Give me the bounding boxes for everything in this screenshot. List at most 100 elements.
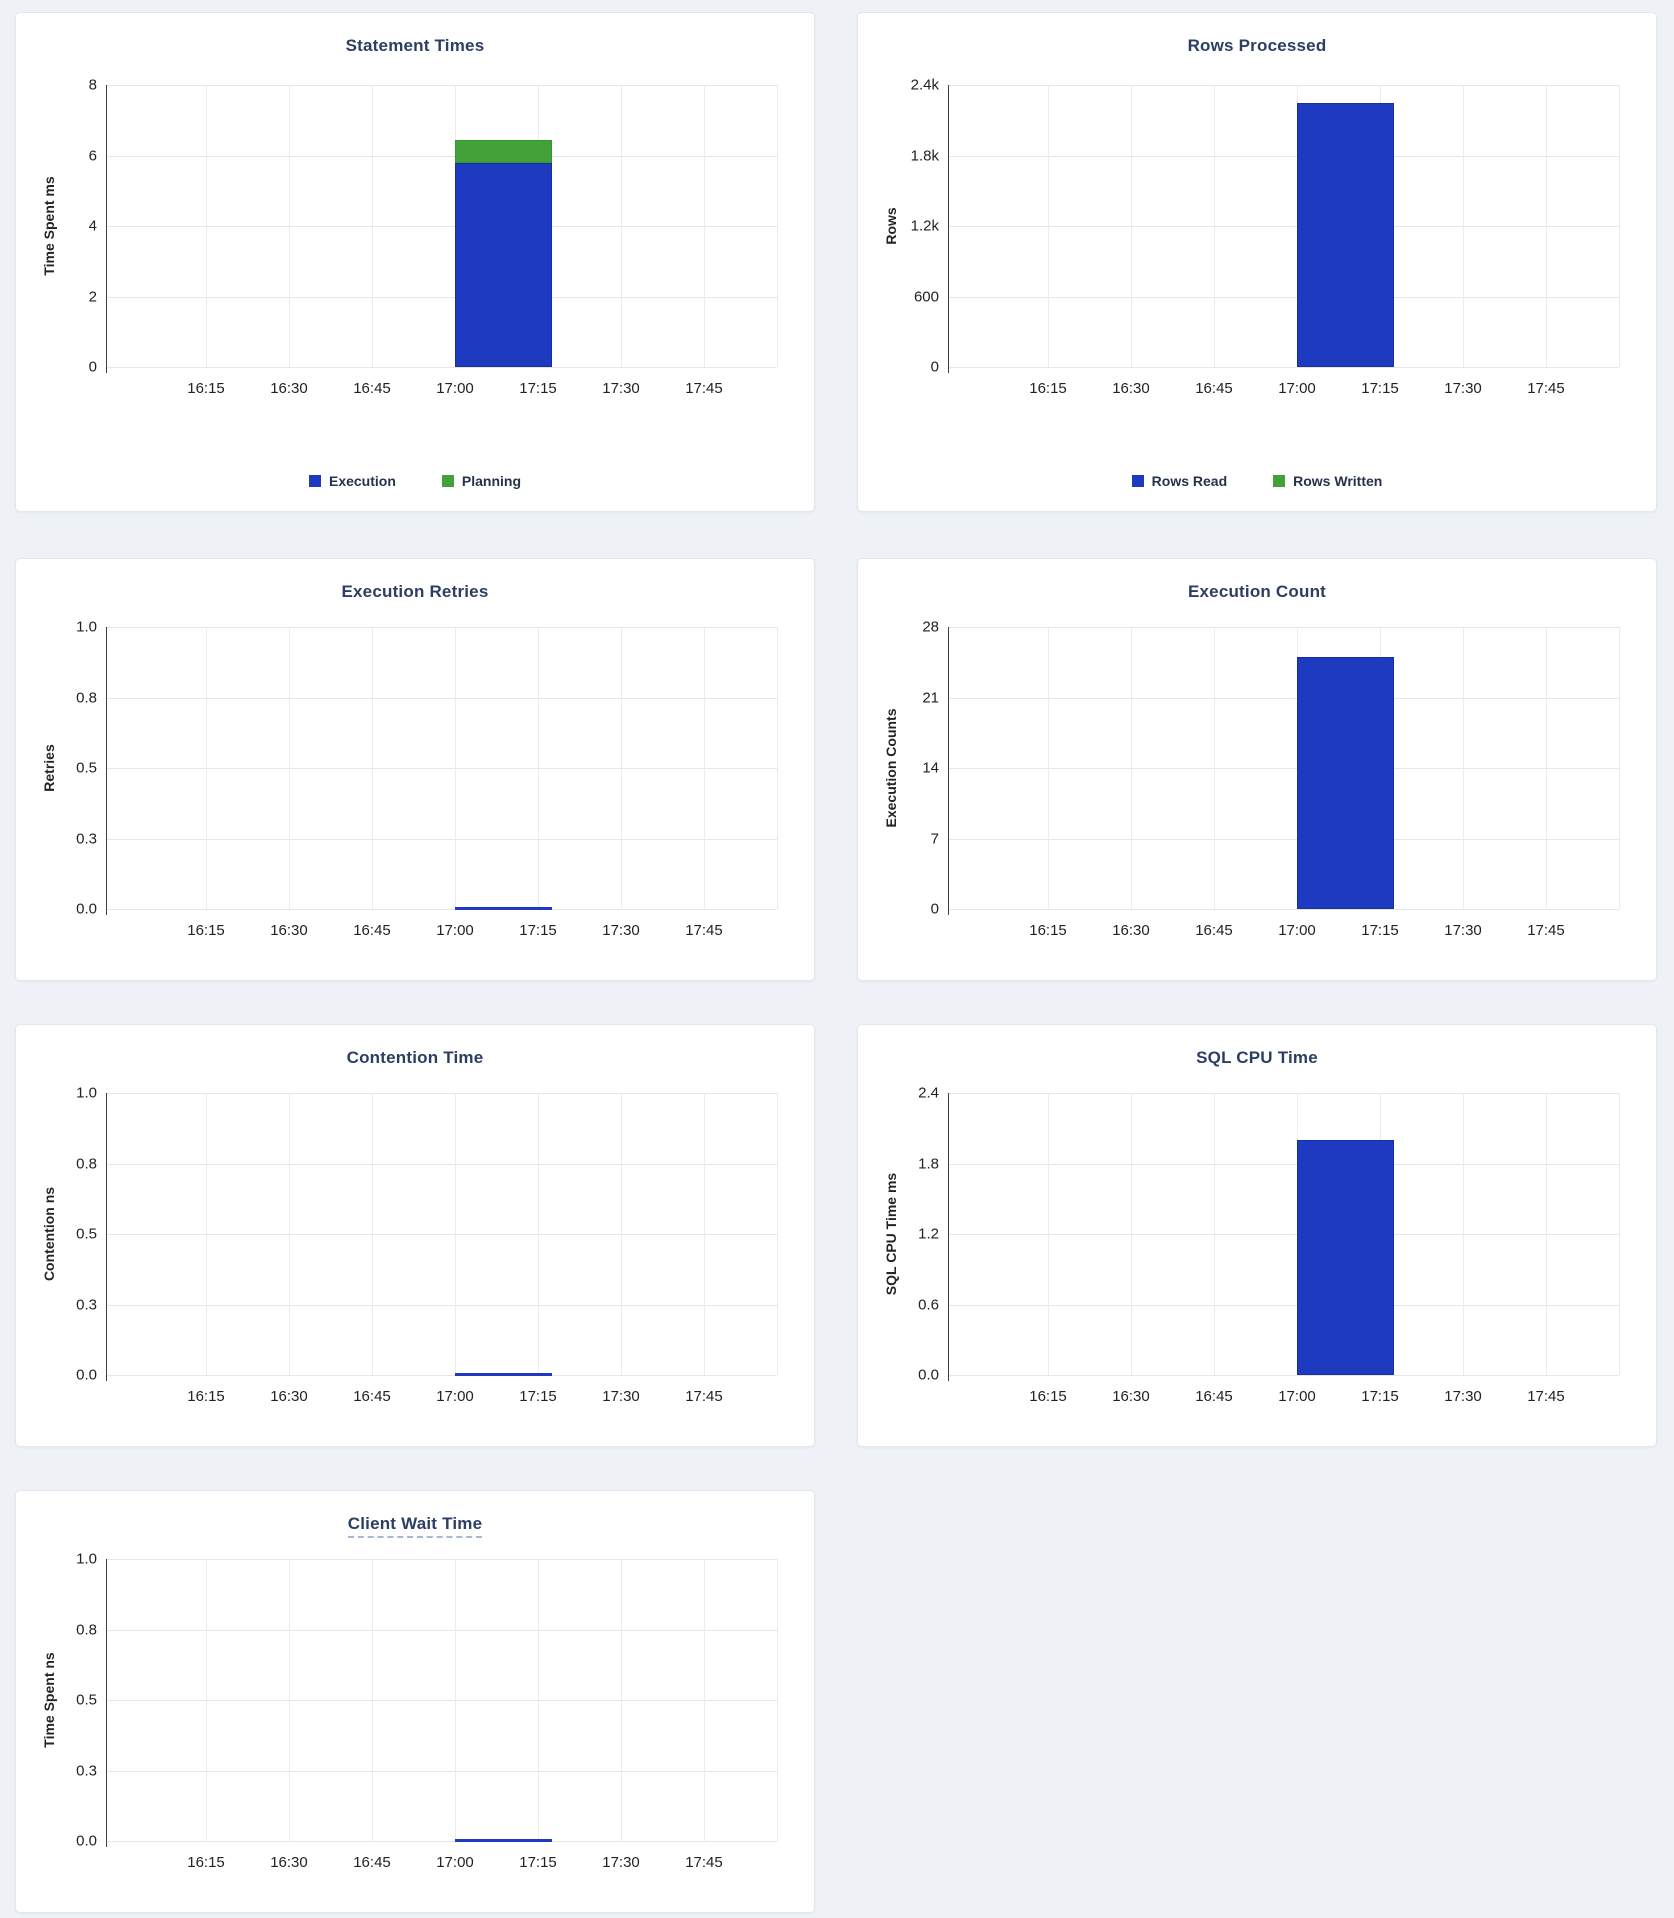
- chart-card-client-wait-time: Client Wait Time Time Spent ns 1.0 0.8 0.5…: [15, 1490, 815, 1913]
- x-tick-label: 16:45: [1195, 1388, 1233, 1405]
- x-tick-label: 17:15: [519, 380, 557, 397]
- y-tick-label: 0.0: [76, 1366, 97, 1384]
- x-tick-label: 16:15: [187, 1388, 225, 1405]
- x-tick-label: 17:45: [685, 922, 723, 939]
- x-tick-label: 16:45: [353, 922, 391, 939]
- gridline-h: [107, 1841, 777, 1842]
- gridline-v: [371, 627, 373, 909]
- gridline-v: [206, 85, 208, 367]
- legend-label: Planning: [461, 473, 522, 489]
- plot-area[interactable]: Retries 1.0 0.8 0.5 0.3 0.0 16:15 16:30 16:45 17…: [41, 619, 778, 939]
- gridline-v: [538, 627, 539, 909]
- legend-swatch-green: [1273, 475, 1286, 487]
- plot-area[interactable]: Time Spent ms 8 6 4 2 0 16:15 16:30 16:45 17:00 1…: [41, 77, 778, 397]
- gridline-v: [206, 627, 208, 909]
- x-tick-label: 17:30: [1444, 380, 1482, 397]
- x-tick-label: 16:15: [187, 380, 225, 397]
- gridline-h: [949, 155, 1619, 157]
- legend-item-planning[interactable]: Planning: [441, 473, 522, 489]
- gridline-v: [703, 627, 705, 909]
- y-axis-line: [106, 1841, 107, 1847]
- gridline-v: [1545, 85, 1547, 367]
- bar-sql-cpu-time[interactable]: [1296, 1140, 1394, 1375]
- y-tick-label: 14: [922, 759, 939, 777]
- gridline-h: [949, 768, 1619, 769]
- plot-right-edge: [1619, 627, 1620, 909]
- chart-title: SQL CPU Time: [858, 1047, 1656, 1069]
- y-axis-line: [948, 1375, 949, 1381]
- x-tick-label: 16:15: [1029, 922, 1067, 939]
- gridline-h: [107, 155, 777, 157]
- zero-value-bar[interactable]: [454, 1839, 552, 1842]
- bar-execution[interactable]: [454, 162, 552, 367]
- zero-value-bar[interactable]: [454, 1373, 552, 1376]
- gridline-h: [107, 627, 777, 628]
- y-tick-label: 8: [88, 76, 97, 94]
- x-tick-label: 16:45: [1195, 380, 1233, 397]
- plot-right-edge: [777, 1093, 778, 1375]
- x-tick-label: 16:45: [353, 1388, 391, 1405]
- gridline-h: [107, 296, 777, 298]
- y-axis-line: [948, 909, 949, 915]
- gridline-h: [107, 1559, 777, 1560]
- x-tick-label: 17:45: [685, 1854, 723, 1871]
- chart-title-text[interactable]: Client Wait Time: [347, 1514, 483, 1538]
- gridline-v: [288, 627, 290, 909]
- gridline-v: [703, 1093, 705, 1375]
- plot-area[interactable]: Rows 2.4k 1.8k 1.2k 600 0 16:15 16:30 16:45 17:0…: [883, 77, 1620, 397]
- legend-label: Rows Read: [1151, 473, 1228, 489]
- gridline-v: [538, 1559, 539, 1841]
- gridline-h: [107, 85, 777, 86]
- y-tick-label: 0.0: [76, 1832, 97, 1850]
- y-tick-label: 21: [922, 689, 939, 706]
- bar-rows-read[interactable]: [1296, 102, 1394, 367]
- x-tick-label: 17:00: [436, 1388, 474, 1405]
- gridline-h: [949, 367, 1619, 368]
- bar-execution-count[interactable]: [1296, 657, 1394, 909]
- zero-value-bar[interactable]: [454, 907, 552, 910]
- plot-area[interactable]: Time Spent ns 1.0 0.8 0.5 0.3 0.0 16:15 16:30 1…: [41, 1551, 778, 1871]
- legend-swatch-green: [441, 475, 454, 487]
- gridline-h: [949, 296, 1619, 298]
- gridline-v: [1545, 627, 1547, 909]
- x-tick-label: 17:00: [1278, 922, 1316, 939]
- gridline-v: [621, 1559, 623, 1841]
- bar-planning[interactable]: [454, 139, 552, 163]
- legend-item-rows-read[interactable]: Rows Read: [1131, 473, 1228, 489]
- y-tick-label: 4: [88, 217, 97, 235]
- plot-area[interactable]: Execution Counts 28 21 14 7 0 16:15 16:30 16:45…: [883, 619, 1620, 939]
- x-tick-label: 17:15: [1361, 1388, 1399, 1405]
- x-tick-label: 16:45: [1195, 922, 1233, 939]
- gridline-v: [703, 85, 705, 367]
- plot-area[interactable]: Contention ns 1.0 0.8 0.5 0.3 0.0 16:15 16:30 1…: [41, 1085, 778, 1405]
- legend-item-rows-written[interactable]: Rows Written: [1273, 473, 1382, 489]
- gridline-v: [1463, 627, 1465, 909]
- gridline-v: [1463, 1093, 1465, 1375]
- gridline-h: [107, 1163, 777, 1165]
- chart-title-text: Execution Retries: [341, 582, 489, 601]
- gridline-v: [1130, 85, 1132, 367]
- x-tick-label: 17:30: [602, 1854, 640, 1871]
- chart-title: Execution Retries: [16, 581, 814, 603]
- legend-item-execution[interactable]: Execution: [308, 473, 396, 489]
- gridline-v: [1545, 1093, 1547, 1375]
- x-tick-label: 17:15: [1361, 380, 1399, 397]
- y-tick-label: 0.3: [76, 830, 97, 847]
- gridline-v: [1463, 85, 1465, 367]
- chart-card-statement-times: Statement Times Time Spent ms 8 6 4 2 0 16:15…: [15, 12, 815, 512]
- chart-title: Execution Count: [858, 581, 1656, 603]
- gridline-v: [206, 1559, 208, 1841]
- x-tick-label: 16:30: [270, 922, 308, 939]
- y-tick-label: 1.0: [76, 618, 97, 636]
- legend-label: Rows Written: [1293, 473, 1383, 489]
- plot-area[interactable]: SQL CPU Time ms 2.4 1.8 1.2 0.6 0.0 16:15 16:3…: [883, 1085, 1620, 1405]
- x-tick-label: 16:30: [270, 1854, 308, 1871]
- x-tick-label: 17:45: [1527, 380, 1565, 397]
- legend: Execution Planning: [16, 473, 814, 489]
- gridline-v: [454, 1559, 456, 1841]
- chart-title: Client Wait Time: [16, 1513, 814, 1538]
- x-tick-label: 16:30: [270, 380, 308, 397]
- x-tick-label: 16:15: [1029, 380, 1067, 397]
- gridline-v: [371, 1093, 373, 1375]
